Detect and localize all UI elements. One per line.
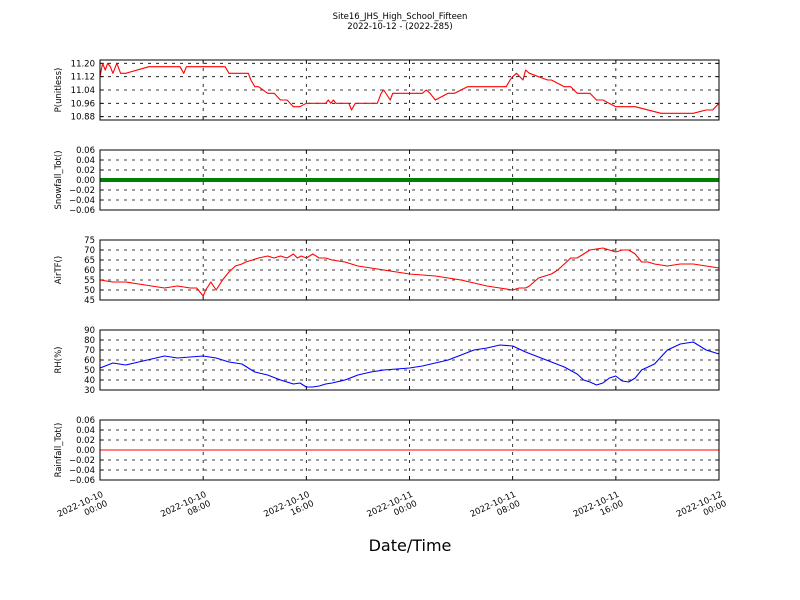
y-tick-label: 80: [84, 336, 95, 346]
series-line: [99, 62, 720, 114]
y-tick-label: 70: [84, 246, 95, 256]
y-tick-label: 50: [84, 366, 95, 376]
y-tick-label: 75: [84, 236, 95, 246]
panel-frame: [99, 419, 720, 481]
x-tick-label: 2022-10-1100:00: [366, 490, 419, 529]
y-tick-label: 11.12: [71, 73, 95, 83]
chart-title: Site16_JHS_High_School_Fifteen: [333, 12, 468, 22]
y-tick-label: 90: [84, 326, 95, 336]
y-tick-label: 60: [84, 266, 95, 276]
y-tick-label: 30: [84, 386, 95, 396]
panel-frame: [99, 149, 720, 211]
x-tick-label: 2022-10-1000:00: [56, 490, 109, 529]
y-tick-label: 10.88: [71, 113, 95, 123]
y-tick-label: −0.02: [69, 456, 95, 466]
panel-1: 10.88 10.96 11.04 11.12 11.20 P(unitless): [54, 59, 720, 123]
y-tick-label: 0.06: [76, 146, 95, 156]
series-line: [99, 341, 720, 388]
y-tick-label: 40: [84, 376, 95, 386]
y-tick-label: 65: [84, 256, 95, 266]
y-tick-label: −0.04: [69, 466, 95, 476]
panels: 10.88 10.96 11.04 11.12 11.20 P(unitless) −0.0…: [54, 59, 728, 529]
panel-5: −0.06−0.04−0.020.000.020.040.06 Rainfall_…: [54, 416, 720, 486]
y-tick-label: 11.04: [71, 86, 95, 96]
x-tick-label: 2022-10-1200:00: [675, 490, 728, 529]
y-tick-label: −0.06: [69, 206, 95, 216]
x-tick-label: 2022-10-1016:00: [262, 490, 315, 529]
panel-frame: [99, 239, 720, 301]
y-tick-label: 0.04: [76, 156, 95, 166]
x-tick-label: 2022-10-1116:00: [572, 490, 625, 529]
panel-2: −0.06−0.04−0.020.000.020.040.06 Snowfall_…: [54, 146, 720, 216]
y-axis-label: AirTF(): [54, 256, 64, 284]
y-tick-label: 10.96: [71, 99, 95, 109]
y-tick-label: 0.00: [76, 446, 95, 456]
x-tick-label: 2022-10-1108:00: [469, 490, 522, 529]
y-tick-label: 50: [84, 286, 95, 296]
y-tick-label: 0.04: [76, 426, 95, 436]
y-tick-label: −0.02: [69, 186, 95, 196]
x-axis-label: Date/Time: [369, 536, 452, 555]
y-axis-label: Rainfall_Tot(): [54, 423, 64, 478]
y-tick-label: 0.00: [76, 176, 95, 186]
y-tick-label: 0.02: [76, 436, 95, 446]
y-axis-label: P(unitless): [54, 68, 64, 113]
y-tick-label: 0.02: [76, 166, 95, 176]
x-tick-labels: 2022-10-1000:00 2022-10-1008:00 2022-10-10…: [56, 490, 728, 529]
x-tick-label: 2022-10-1008:00: [159, 490, 212, 529]
series-line: [99, 247, 720, 297]
y-tick-label: −0.04: [69, 196, 95, 206]
y-tick-label: 11.20: [71, 59, 95, 69]
y-axis-label: Snowfall_Tot(): [54, 150, 64, 209]
y-tick-label: 0.06: [76, 416, 95, 426]
panel-frame: [99, 59, 720, 121]
chart-subtitle: 2022-10-12 - (2022-285): [347, 22, 452, 32]
y-tick-label: 60: [84, 356, 95, 366]
panel-frame: [99, 329, 720, 391]
y-axis-label: RH(%): [54, 346, 64, 373]
y-tick-label: 70: [84, 346, 95, 356]
y-tick-label: −0.06: [69, 476, 95, 486]
y-tick-label: 45: [84, 296, 95, 306]
y-tick-label: 55: [84, 276, 95, 286]
